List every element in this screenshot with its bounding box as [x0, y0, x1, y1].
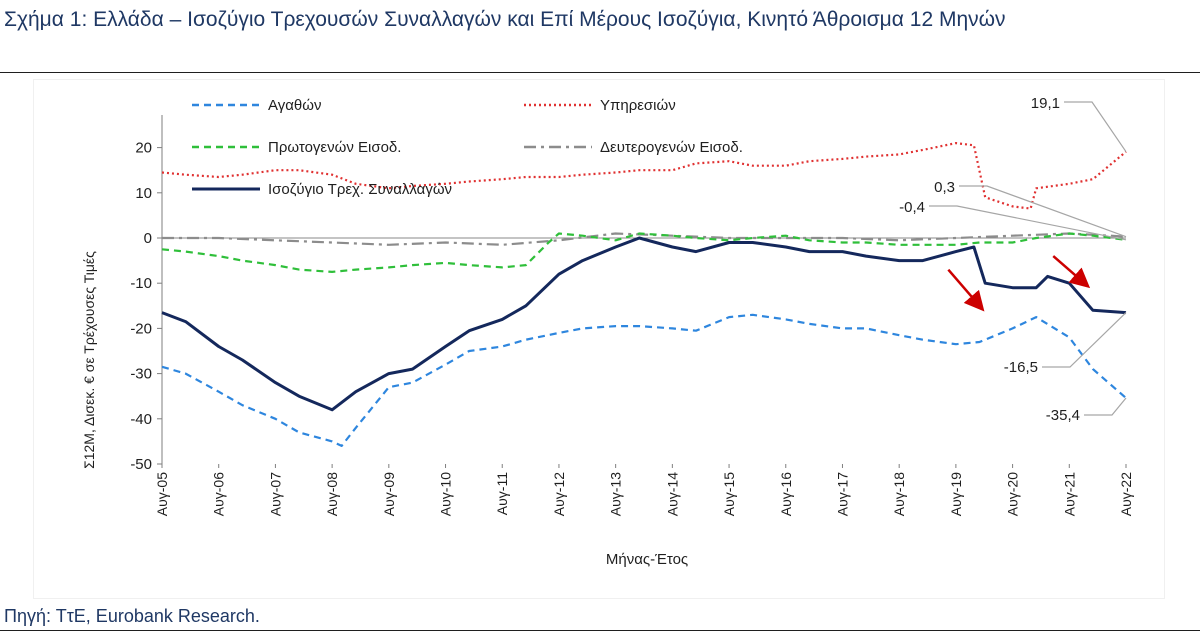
x-tick-label: Αυγ-20 — [1005, 472, 1021, 516]
legend: Αγαθών Υπηρεσιών Πρωτογενών Εισοδ. Δευτερογ… — [192, 97, 743, 198]
legend-label: Ισοζύγιο Τρεχ. Συναλλαγών — [268, 181, 452, 198]
x-tick-label: Αυγ-05 — [154, 472, 170, 516]
y-tick-label: 20 — [135, 140, 152, 157]
x-tick-label: Αυγ-11 — [494, 472, 510, 515]
chart-title: Σχήμα 1: Ελλάδα – Ισοζύγιο Τρεχουσών Συν… — [4, 8, 1006, 31]
x-tick-label: Αυγ-13 — [608, 472, 624, 516]
series-line-4 — [161, 236, 1127, 412]
source-note: Πηγή: ΤτΕ, Eurobank Research. — [4, 606, 260, 626]
chart-panel: -50 -40 -30 -20 -10 0 10 20 Αυγ-05 Αυγ-06 Αυγ-07 Αυ… — [34, 80, 1164, 598]
x-tick-label: Αυγ-15 — [721, 472, 737, 516]
trend-arrow — [1052, 255, 1091, 289]
x-tick-label: Αυγ-16 — [778, 472, 794, 516]
series-line-1 — [161, 142, 1127, 210]
annotation-label: -35,4 — [1046, 407, 1080, 424]
x-tick-label: Αυγ-21 — [1061, 472, 1077, 516]
annotation-leader — [1042, 312, 1127, 368]
x-tick-label: Αυγ-17 — [834, 472, 850, 516]
x-tick-label: Αυγ-12 — [551, 472, 567, 516]
annotation-leader — [1064, 101, 1127, 153]
annotation-leader — [1084, 397, 1127, 416]
annotation-label: 19,1 — [1031, 95, 1060, 112]
annotation-label: -0,4 — [899, 199, 925, 216]
bottom-divider — [0, 630, 1200, 631]
x-tick-label: Αυγ-10 — [438, 472, 454, 516]
annotation-label: 0,3 — [934, 179, 955, 196]
annotations: 19,1 0,3 -0,4 -16,5 -35,4 — [899, 95, 1127, 424]
line-chart: -50 -40 -30 -20 -10 0 10 20 Αυγ-05 Αυγ-06 Αυγ-07 Αυ… — [81, 95, 1134, 568]
y-axis-label: Σ12Μ, Δισεκ. € σε Τρέχουσες Τιμές — [81, 251, 97, 469]
title-divider — [0, 72, 1200, 73]
y-tick-label: 0 — [144, 230, 152, 247]
x-axis-label: Μήνας-Έτος — [606, 551, 688, 568]
legend-label: Πρωτογενών Εισοδ. — [268, 139, 401, 156]
x-tick-label: Αυγ-19 — [948, 472, 964, 516]
y-tick-label: -50 — [130, 456, 152, 473]
x-tick-label: Αυγ-18 — [891, 472, 907, 516]
y-tick-label: -10 — [130, 275, 152, 292]
legend-label: Υπηρεσιών — [600, 97, 676, 114]
annotation-leader — [929, 205, 1127, 241]
annotation-label: -16,5 — [1004, 359, 1038, 376]
series-lines — [161, 142, 1127, 447]
axes: -50 -40 -30 -20 -10 0 10 20 Αυγ-05 Αυγ-06 Αυγ-07 Αυ… — [130, 115, 1134, 516]
y-tick-label: -40 — [130, 411, 152, 428]
trend-arrow — [947, 268, 985, 312]
x-tick-label: Αυγ-14 — [664, 472, 680, 516]
series-line-2 — [161, 232, 1127, 273]
x-tick-label: Αυγ-08 — [324, 472, 340, 516]
series-line-0 — [161, 313, 1127, 447]
x-tick-label: Αυγ-07 — [267, 472, 283, 516]
annotation-leader — [959, 185, 1127, 238]
y-tick-label: -30 — [130, 366, 152, 383]
legend-label: Αγαθών — [268, 97, 321, 114]
legend-label: Δευτερογενών Εισοδ. — [600, 139, 743, 156]
x-tick-label: Αυγ-22 — [1118, 472, 1134, 516]
y-tick-label: -20 — [130, 320, 152, 337]
x-tick-label: Αυγ-09 — [381, 472, 397, 516]
x-tick-label: Αυγ-06 — [211, 472, 227, 516]
y-tick-label: 10 — [135, 185, 152, 202]
